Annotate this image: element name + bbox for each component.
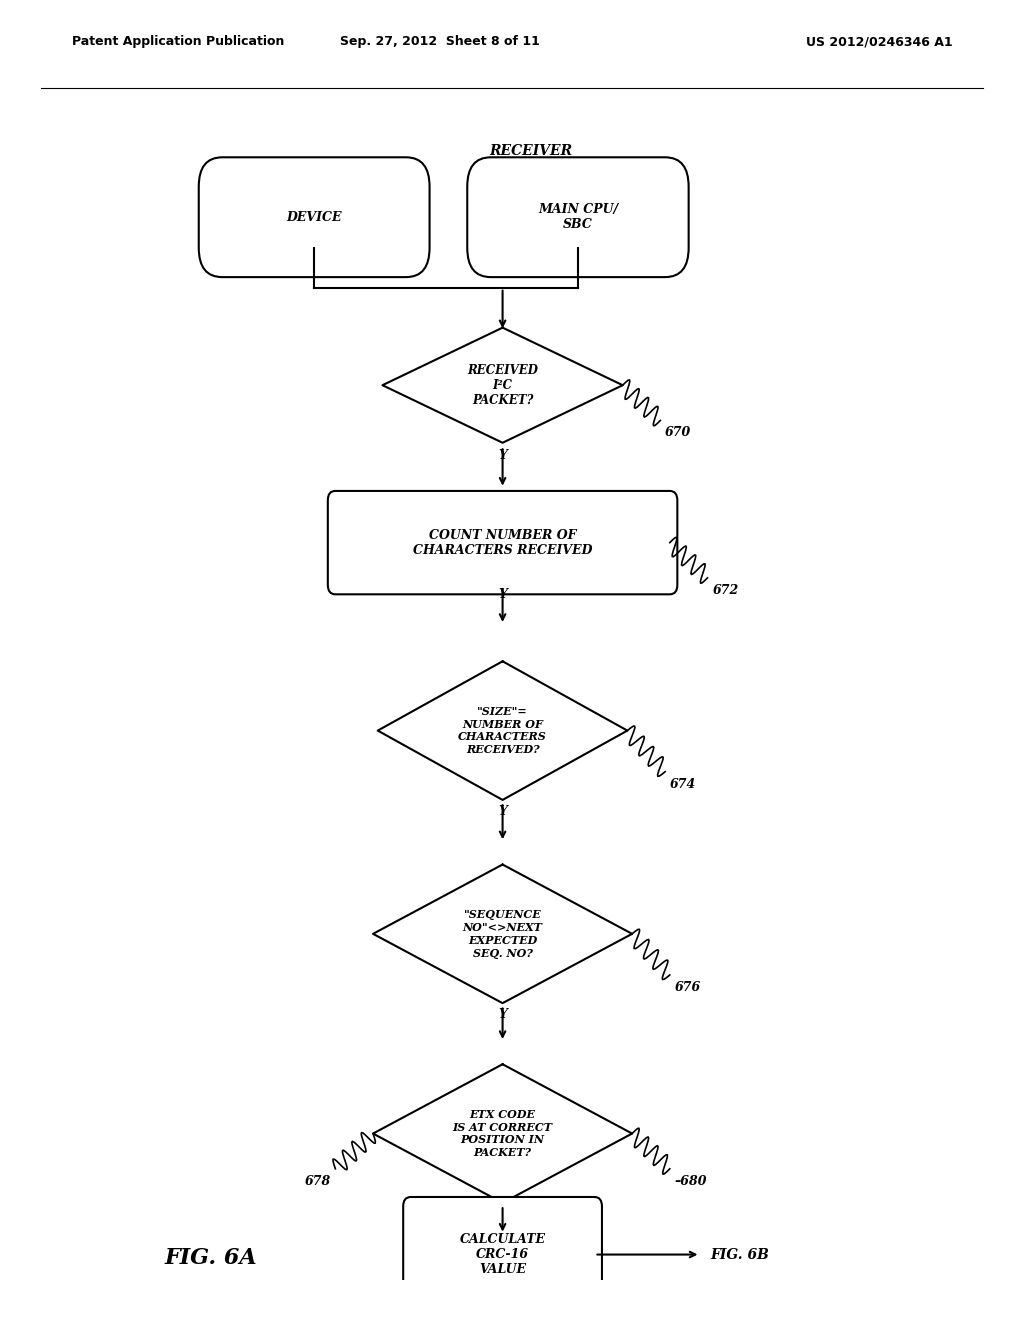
Polygon shape (378, 661, 628, 800)
Text: ETX CODE
IS AT CORRECT
POSITION IN
PACKET?: ETX CODE IS AT CORRECT POSITION IN PACKE… (453, 1109, 553, 1158)
Text: FIG. 6A: FIG. 6A (164, 1246, 257, 1269)
Text: Y: Y (498, 589, 507, 602)
Text: CALCULATE
CRC-16
VALUE: CALCULATE CRC-16 VALUE (460, 1233, 546, 1276)
Polygon shape (383, 327, 623, 442)
Text: MAIN CPU/
SBC: MAIN CPU/ SBC (538, 203, 618, 231)
Text: 678: 678 (304, 1175, 331, 1188)
Text: DEVICE: DEVICE (287, 211, 342, 223)
FancyBboxPatch shape (328, 491, 677, 594)
Text: Patent Application Publication: Patent Application Publication (72, 36, 284, 48)
Text: RECEIVER: RECEIVER (489, 144, 572, 158)
FancyBboxPatch shape (467, 157, 688, 277)
Polygon shape (373, 865, 632, 1003)
Text: FIG. 6B: FIG. 6B (710, 1247, 769, 1262)
Text: 670: 670 (666, 426, 691, 440)
FancyBboxPatch shape (199, 157, 430, 277)
Text: Sep. 27, 2012  Sheet 8 of 11: Sep. 27, 2012 Sheet 8 of 11 (340, 36, 541, 48)
Text: Y: Y (498, 1008, 507, 1020)
Text: Y: Y (498, 805, 507, 817)
Text: "SIZE"=
NUMBER OF
CHARACTERS
RECEIVED?: "SIZE"= NUMBER OF CHARACTERS RECEIVED? (458, 706, 547, 755)
Text: COUNT NUMBER OF
CHARACTERS RECEIVED: COUNT NUMBER OF CHARACTERS RECEIVED (413, 528, 592, 557)
Text: "SEQUENCE
NO"<>NEXT
EXPECTED
SEQ. NO?: "SEQUENCE NO"<>NEXT EXPECTED SEQ. NO? (463, 909, 543, 958)
FancyBboxPatch shape (403, 1197, 602, 1312)
Text: Y: Y (498, 449, 507, 462)
Text: 676: 676 (675, 981, 700, 994)
Text: 672: 672 (713, 583, 738, 597)
Text: –680: –680 (675, 1175, 707, 1188)
Text: 674: 674 (670, 777, 696, 791)
Text: US 2012/0246346 A1: US 2012/0246346 A1 (806, 36, 952, 48)
Text: RECEIVED
I²C
PACKET?: RECEIVED I²C PACKET? (467, 364, 538, 407)
Text: Y: Y (498, 1208, 507, 1221)
Polygon shape (373, 1064, 632, 1203)
